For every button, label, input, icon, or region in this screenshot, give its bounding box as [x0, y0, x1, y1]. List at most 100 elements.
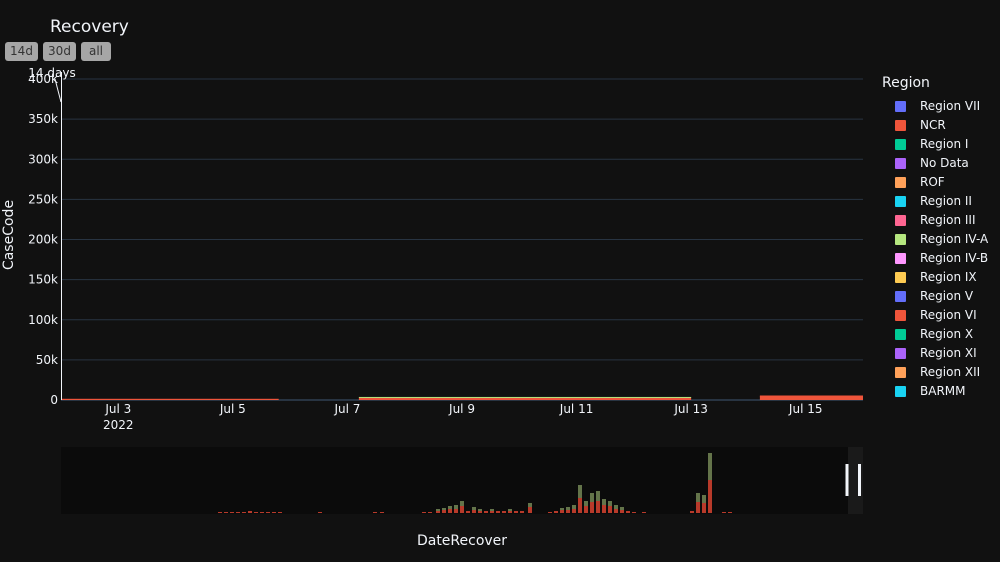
legend-item[interactable]: Region IV-B: [882, 249, 998, 268]
x-tick-labels: Jul 3 2022 Jul 5 Jul 7 Jul 9 Jul 11 Jul 13 Jul …: [103, 402, 822, 432]
range-slider-mask: [848, 447, 863, 514]
legend-item[interactable]: Region IX: [882, 268, 998, 287]
bar[interactable]: [358, 397, 692, 400]
slider-bar: [578, 498, 582, 513]
range-button-30d[interactable]: 30d: [43, 42, 76, 61]
annotation: 14 days: [28, 66, 76, 103]
slider-bar: [442, 510, 446, 513]
slider-bar: [436, 511, 440, 513]
range-slider-handle-grip[interactable]: [845, 464, 849, 496]
slider-bar: [566, 507, 570, 510]
y-tick-label: 50k: [36, 353, 58, 367]
range-button-all[interactable]: all: [81, 42, 111, 61]
slider-bar: [373, 512, 377, 513]
slider-bar: [422, 512, 426, 513]
legend-item[interactable]: Region V: [882, 287, 998, 306]
legend-item[interactable]: ROF: [882, 173, 998, 192]
x-tick-label: Jul 13: [673, 402, 708, 416]
slider-bar: [318, 512, 322, 513]
legend-item[interactable]: Region X: [882, 325, 998, 344]
y-axis-title: CaseCode: [1, 200, 17, 270]
slider-bar: [224, 512, 228, 513]
legend-swatch: [895, 329, 906, 340]
legend-item[interactable]: BARMM: [882, 382, 998, 401]
slider-bar: [642, 512, 646, 513]
legend-swatch: [895, 215, 906, 226]
legend-item[interactable]: Region XII: [882, 363, 998, 382]
annotation-arrow: [54, 78, 62, 103]
slider-bar: [572, 509, 576, 513]
x-tick-sublabel: 2022: [103, 418, 134, 432]
slider-bar: [590, 493, 594, 502]
legend-swatch: [895, 120, 906, 131]
legend-swatch: [895, 234, 906, 245]
legend-item[interactable]: Region XI: [882, 344, 998, 363]
y-tick-label: 150k: [28, 273, 58, 287]
legend-item[interactable]: Region VII: [882, 97, 998, 116]
slider-bar: [218, 512, 222, 513]
legend-swatch: [895, 253, 906, 264]
slider-bar: [428, 512, 432, 513]
y-tick-label: 250k: [28, 192, 58, 206]
slider-bar: [696, 493, 700, 502]
range-slider-handle-right[interactable]: [858, 464, 861, 496]
legend-item[interactable]: No Data: [882, 154, 998, 173]
y-tick-label: 300k: [28, 152, 58, 166]
legend-swatch: [895, 367, 906, 378]
range-slider[interactable]: [61, 447, 863, 514]
legend-item[interactable]: Region III: [882, 211, 998, 230]
slider-bar: [620, 507, 624, 510]
legend-label: Region XII: [920, 365, 981, 379]
slider-bar: [248, 511, 252, 513]
legend-swatch: [895, 386, 906, 397]
legend-label: Region V: [920, 289, 974, 303]
slider-bar: [572, 505, 576, 509]
legend-swatch: [895, 139, 906, 150]
slider-bar: [608, 506, 612, 513]
slider-bar: [608, 501, 612, 506]
legend-label: Region I: [920, 137, 969, 151]
bar[interactable]: [358, 396, 692, 398]
legend-item[interactable]: Region VI: [882, 306, 998, 325]
legend-title: Region: [882, 75, 930, 91]
slider-bar: [584, 506, 588, 513]
legend-swatch: [895, 272, 906, 283]
slider-bar: [472, 507, 476, 510]
slider-bar: [514, 511, 518, 513]
legend-swatch: [895, 348, 906, 359]
legend-label: NCR: [920, 118, 946, 132]
slider-bar: [728, 512, 732, 513]
legend-label: Region III: [920, 213, 976, 227]
legend: Region Region VII NCR Region I No Data ROF Re…: [882, 74, 998, 401]
range-slider-bars: [218, 453, 732, 513]
slider-bar: [254, 512, 258, 513]
legend-swatch: [895, 177, 906, 188]
slider-bar: [448, 506, 452, 509]
legend-item[interactable]: Region II: [882, 192, 998, 211]
slider-bar: [230, 512, 234, 513]
bar[interactable]: [759, 395, 863, 400]
x-axis-title: DateRecover: [417, 533, 507, 549]
bar[interactable]: [61, 398, 279, 400]
slider-bar: [602, 505, 606, 513]
x-tick-label: Jul 3: [104, 402, 131, 416]
x-tick-label: Jul 7: [333, 402, 360, 416]
legend-item[interactable]: NCR: [882, 116, 998, 135]
legend-label: No Data: [920, 156, 969, 170]
slider-bar: [614, 505, 618, 509]
slider-bar: [626, 511, 630, 513]
slider-bar: [690, 511, 694, 513]
x-tick-label: Jul 5: [219, 402, 246, 416]
bar[interactable]: [759, 395, 863, 397]
legend-item[interactable]: Region IV-A: [882, 230, 998, 249]
y-tick-label: 200k: [28, 233, 58, 247]
range-button-14d[interactable]: 14d: [5, 42, 38, 61]
grid-layer: [61, 78, 863, 401]
legend-label: Region X: [920, 327, 974, 341]
y-tick-label: 0: [50, 393, 58, 407]
slider-bar: [260, 512, 264, 513]
slider-bar: [496, 511, 500, 513]
legend-item[interactable]: Region I: [882, 135, 998, 154]
slider-bar: [442, 508, 446, 510]
legend-label: Region VII: [920, 99, 981, 113]
